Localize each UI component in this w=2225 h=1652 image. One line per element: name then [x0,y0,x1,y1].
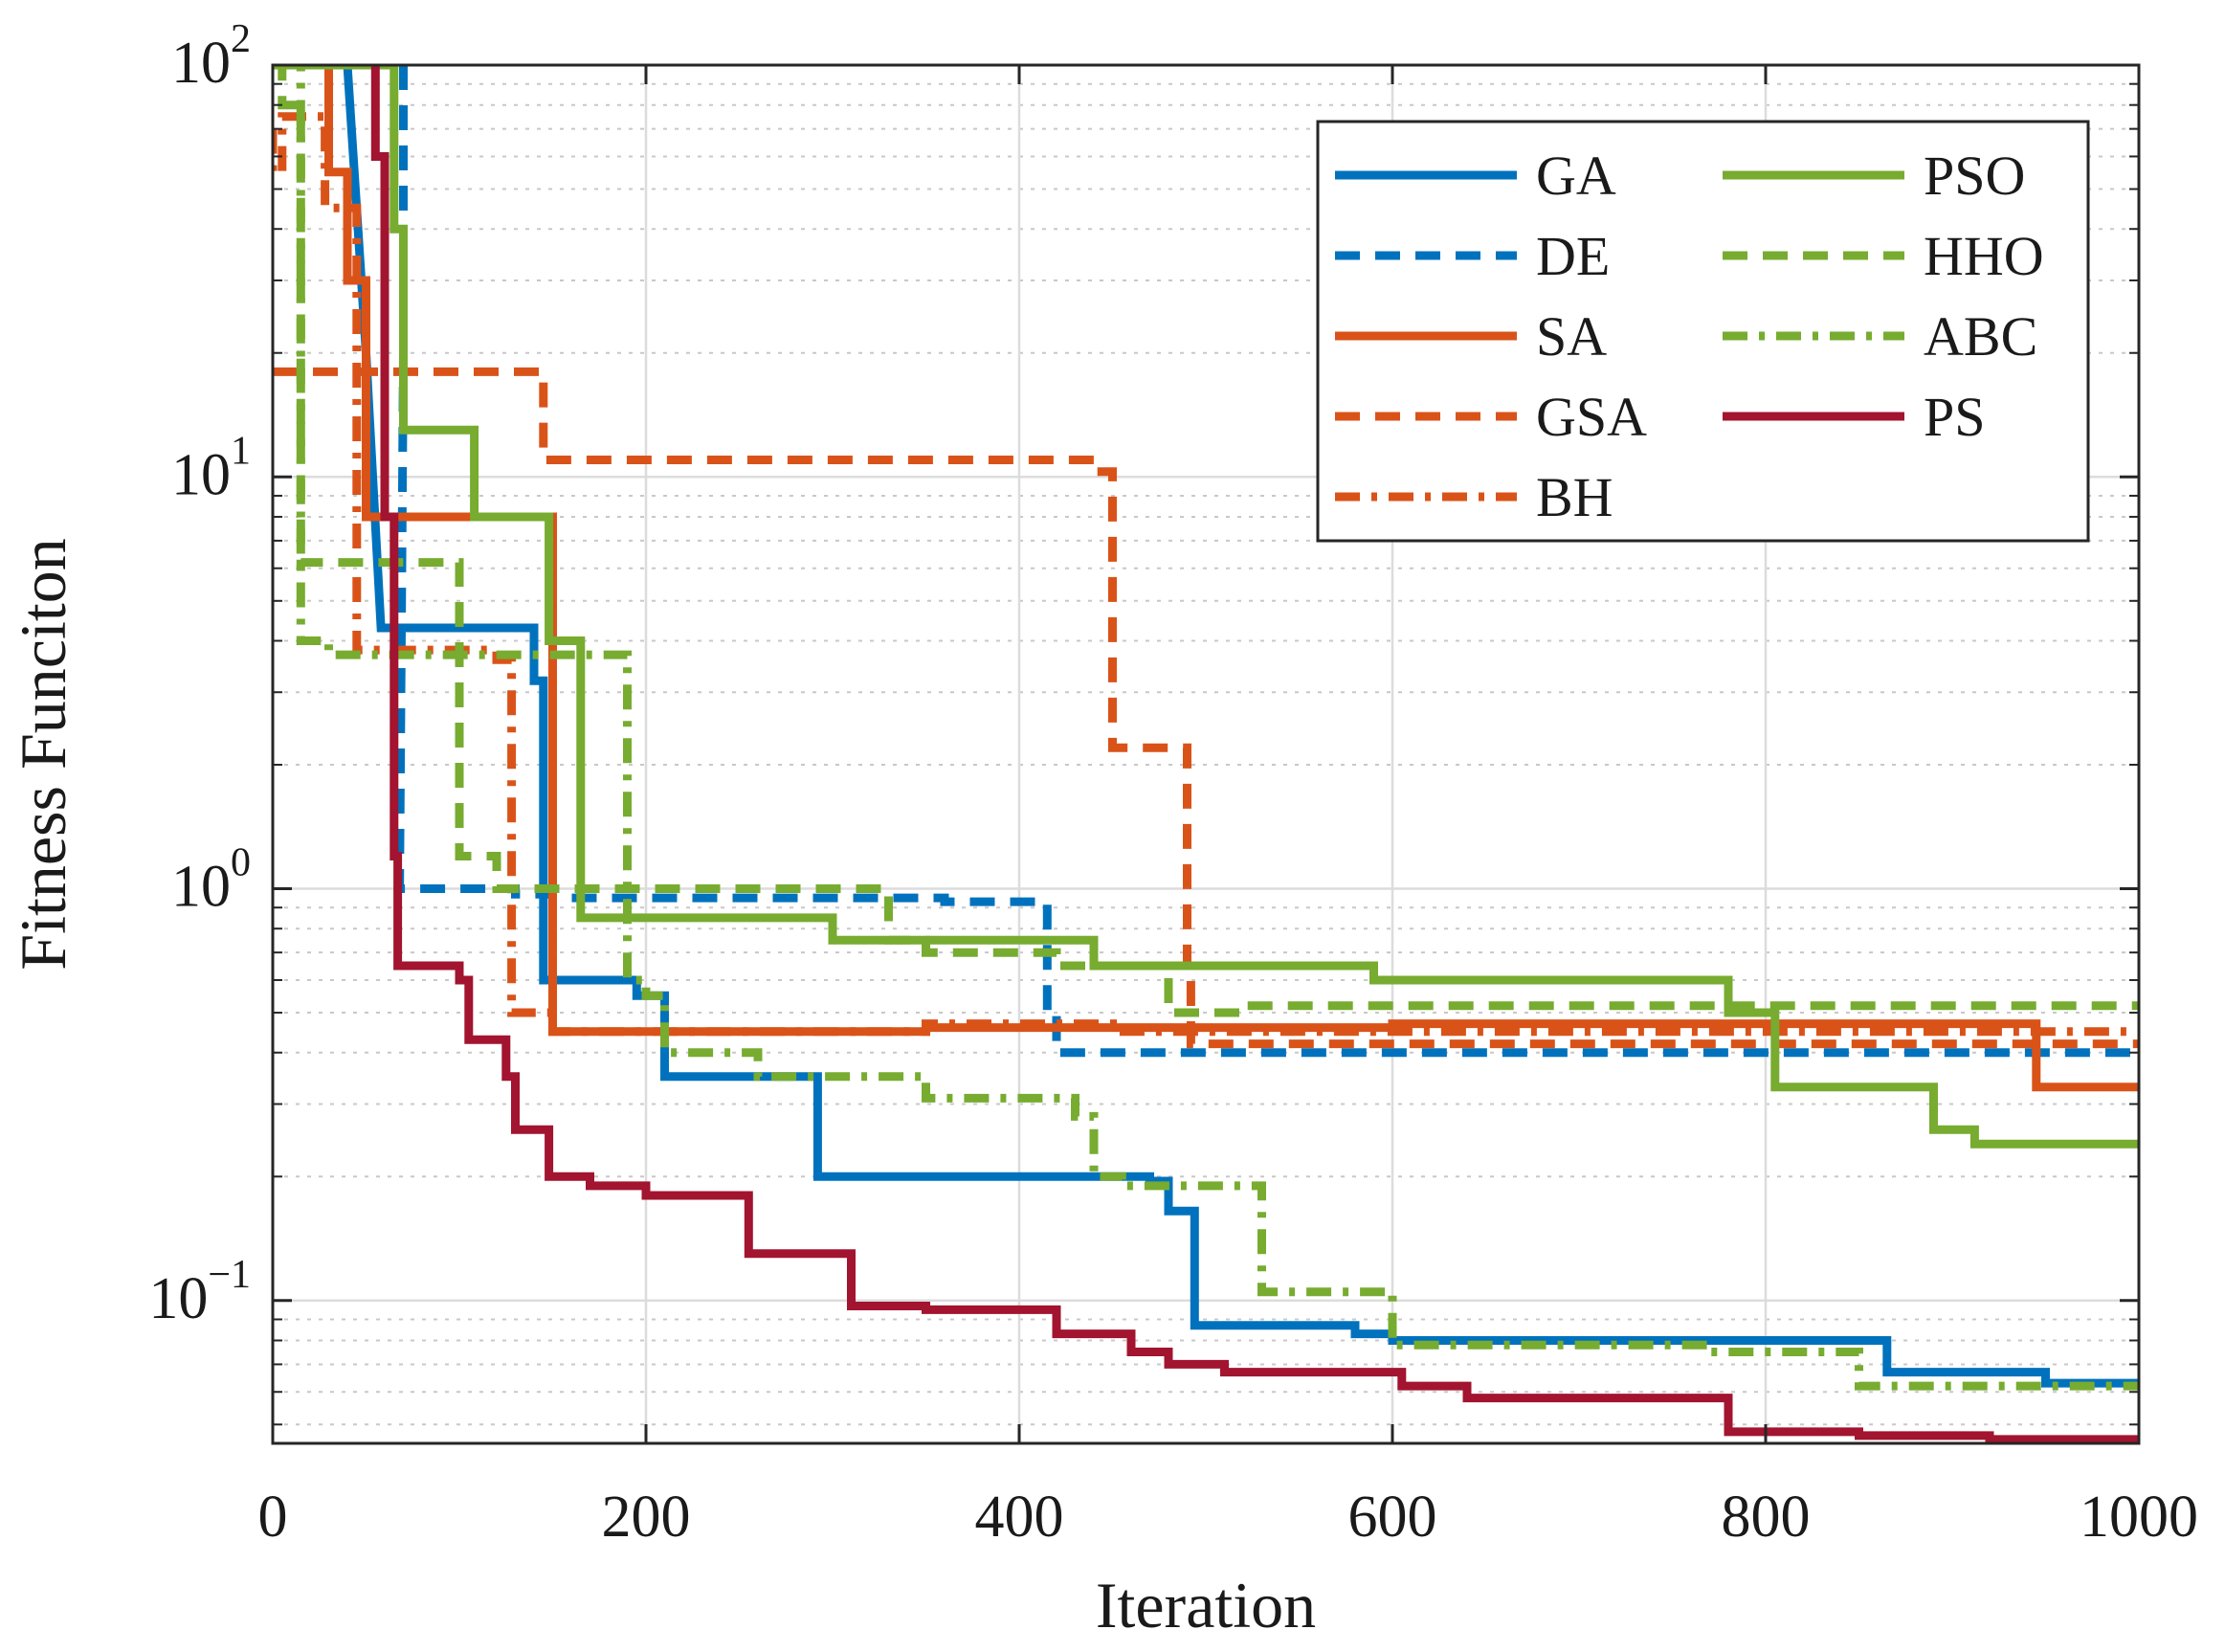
y-tick-exponent: 2 [231,17,251,61]
y-tick-label: 102 [171,17,251,96]
plot-frame [271,63,2141,1445]
y-tick-base: 10 [171,855,231,920]
legend-label-de: DE [1536,225,1610,287]
legend-label-pso: PSO [1924,145,2025,207]
y-tick-label: 10−1 [148,1253,251,1331]
x-tick-label: 200 [602,1485,691,1550]
legend-label-bh: BH [1536,466,1613,528]
y-tick-label: 100 [171,841,251,920]
x-tick-label: 800 [1722,1485,1811,1550]
series-line-ga [343,65,2139,1388]
legend-label-ga: GA [1536,145,1616,207]
series-line-gsa [273,367,2139,1049]
legend-label-gsa: GSA [1536,386,1647,448]
series-layer [273,65,2139,1443]
x-tick-label: 400 [975,1485,1064,1550]
y-tick-exponent: 0 [231,841,251,885]
y-tick-base: 10 [148,1266,208,1331]
series-line-de [395,65,2139,1058]
y-tick-label: 101 [171,429,251,507]
legend-label-hho: HHO [1924,225,2044,287]
series-line-ps [370,65,2139,1443]
x-tick-label: 600 [1348,1485,1437,1550]
series-line-pso [273,65,2139,1149]
series-line-abc [281,65,2139,1391]
x-tick-label: 1000 [2080,1485,2198,1550]
x-axis-label: Iteration [1096,1569,1316,1641]
y-tick-base: 10 [171,442,231,507]
legend-label-sa: SA [1536,305,1607,368]
legend-label-ps: PS [1924,386,1986,448]
ticks-layer [271,63,2141,1443]
y-tick-base: 10 [171,31,231,96]
y-tick-exponent: −1 [208,1253,251,1297]
legend-label-abc: ABC [1924,305,2037,368]
legend-entries: GA DE SA GSA BH PSO HHO ABC PS [1335,145,2044,528]
legend: GA DE SA GSA BH PSO HHO ABC PS [1316,120,2090,543]
y-axis-label: Fitness Funciton [7,538,79,971]
y-tick-exponent: 1 [231,429,251,473]
series-line-bh [273,112,2139,1037]
x-tick-label: 0 [258,1485,288,1550]
series-line-hho [273,65,2139,1017]
legend-box [1316,120,2090,543]
